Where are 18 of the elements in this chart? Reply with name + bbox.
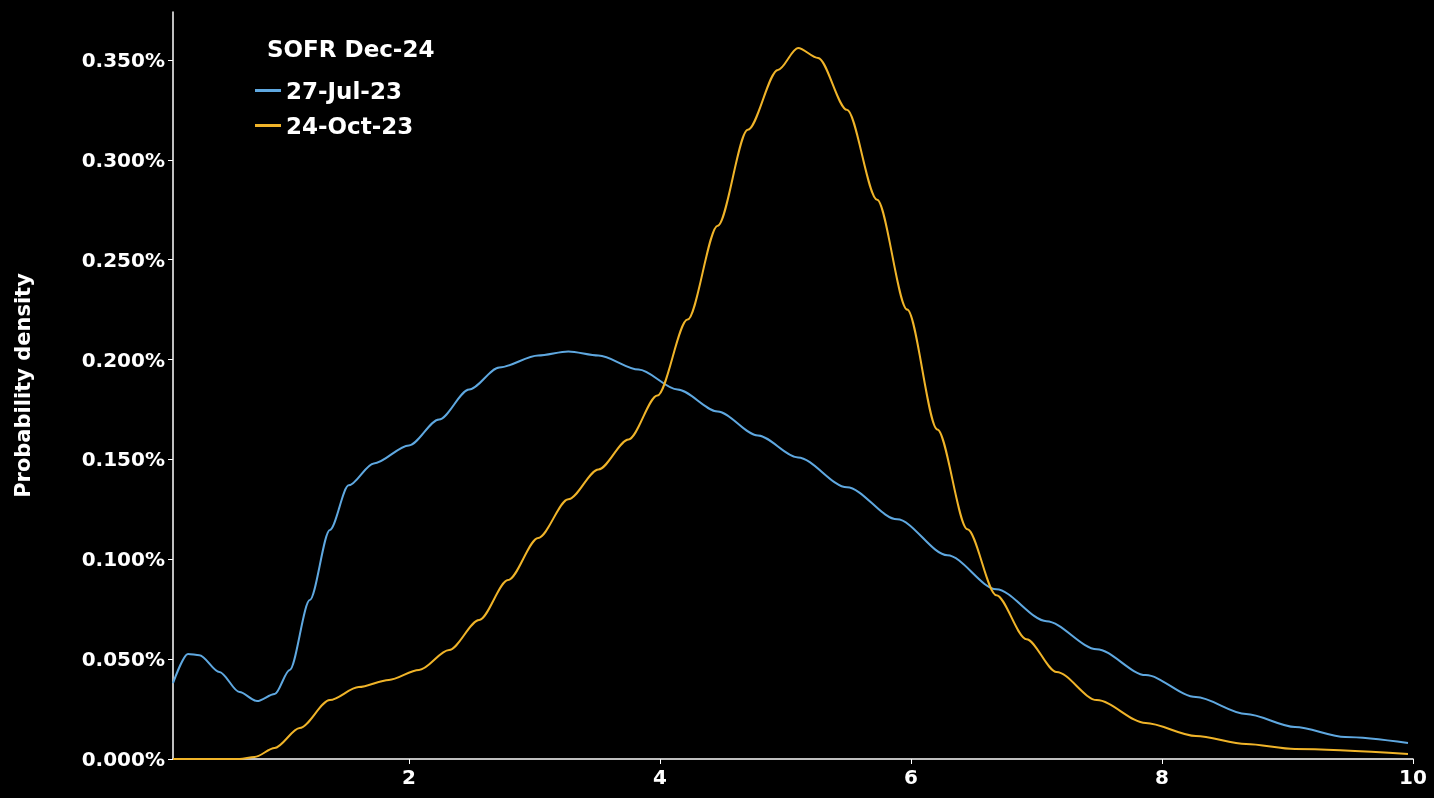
- y-tick-label: 0.350%: [81, 47, 165, 72]
- y-tick-label: 0.000%: [81, 747, 165, 771]
- y-tick-label: 0.050%: [81, 647, 165, 672]
- y-tick-label: 0.300%: [81, 147, 165, 172]
- x-tick-label: 6: [904, 765, 918, 789]
- y-tick-label: 0.200%: [81, 347, 165, 372]
- y-tick-label: 0.150%: [81, 447, 165, 472]
- y-axis-title: Probability density: [10, 272, 35, 498]
- y-tick-label: 0.250%: [81, 247, 165, 272]
- legend-title: SOFR Dec-24: [267, 35, 435, 62]
- x-tick-label: 4: [653, 765, 667, 789]
- x-tick-label: 8: [1155, 765, 1169, 789]
- legend-label: 24-Oct-23: [286, 112, 414, 139]
- legend-label: 27-Jul-23: [286, 77, 402, 104]
- y-tick-label: 0.100%: [81, 547, 165, 572]
- line-series: [172, 350, 1409, 745]
- x-tick-label: 10: [1399, 765, 1427, 789]
- x-tick-label: 2: [401, 765, 416, 789]
